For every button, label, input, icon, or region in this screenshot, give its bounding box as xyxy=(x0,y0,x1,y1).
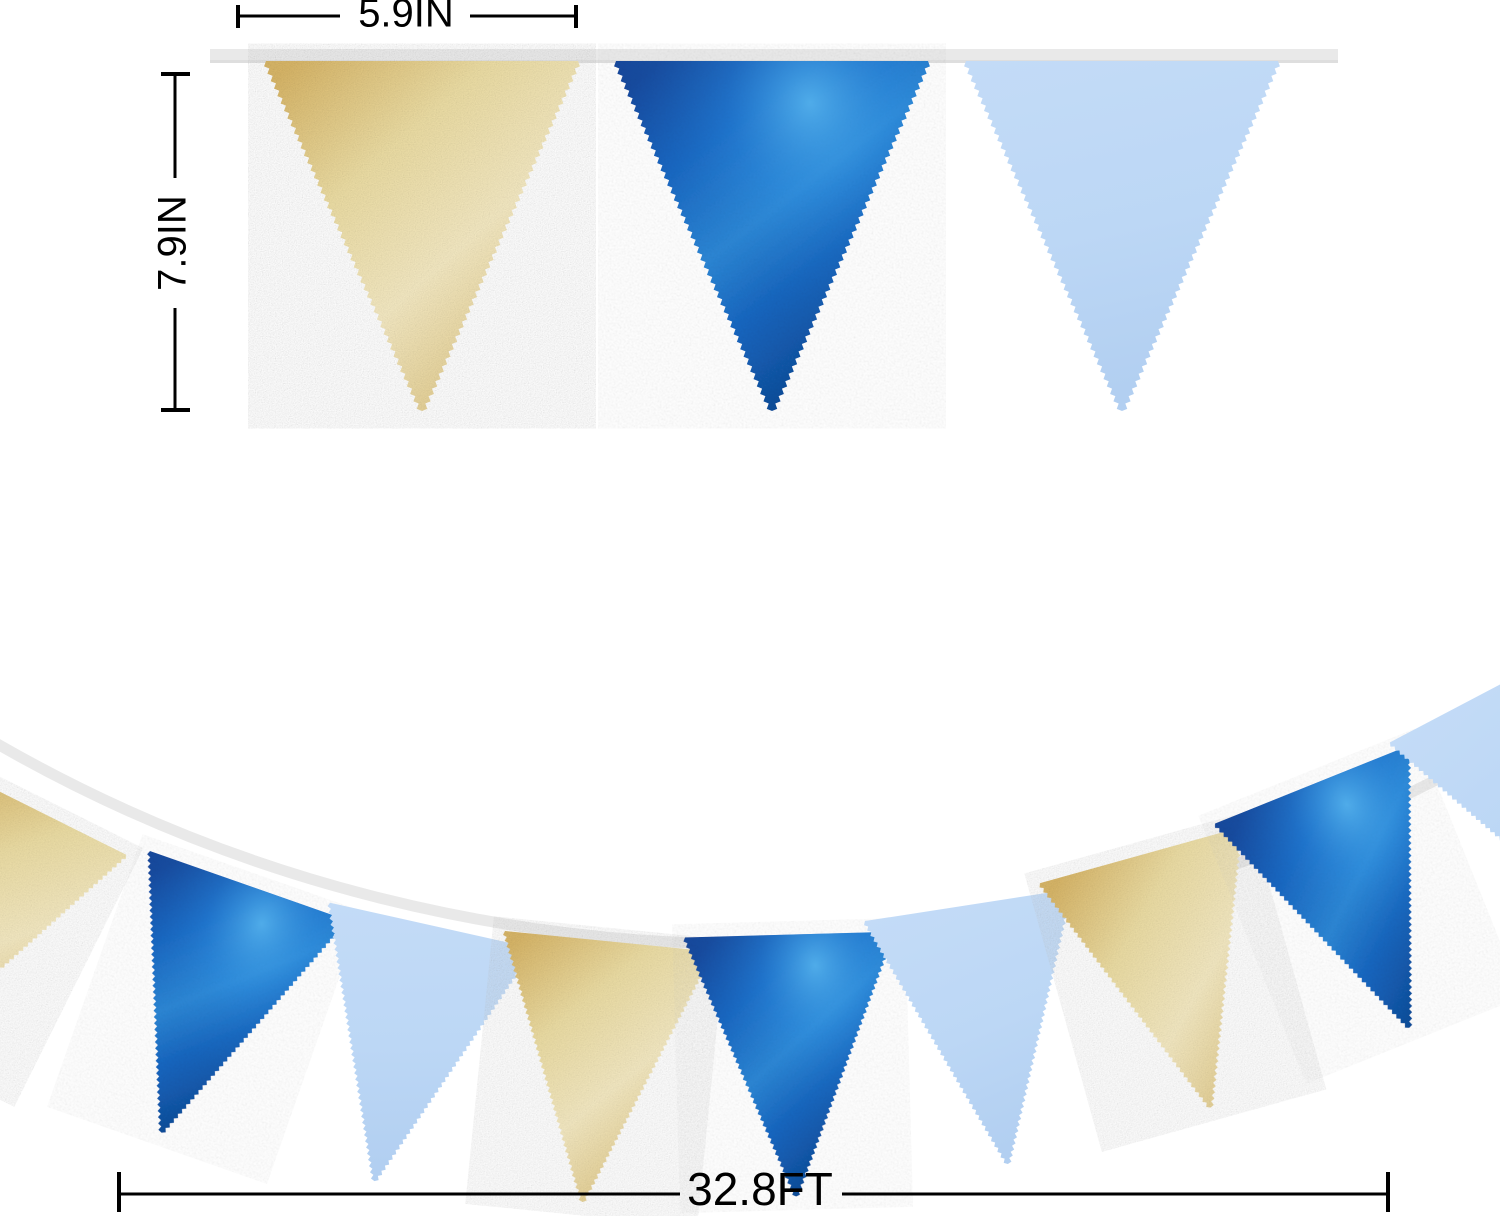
pennant-body xyxy=(503,930,714,1202)
pennant-body xyxy=(264,61,580,411)
dimension-height-79in: 7.9IN xyxy=(151,72,195,412)
pennant-gold-top1 xyxy=(264,61,580,411)
pennant-sheen xyxy=(1215,745,1413,1028)
pennant-body xyxy=(327,902,534,1182)
garland-group xyxy=(0,645,1500,1202)
pennant-sheen xyxy=(614,61,930,411)
pennant-gold-garland4 xyxy=(503,930,714,1202)
pennant-body xyxy=(964,61,1280,411)
pennant-body xyxy=(1039,827,1244,1108)
pennant-lightblue-garland9 xyxy=(1390,645,1500,927)
pennant-lightblue-garland6 xyxy=(864,889,1073,1165)
dimension-width-59in: 5.9IN xyxy=(236,0,578,36)
pennant-royalblue-garland2 xyxy=(147,851,347,1133)
dimension-label-height: 7.9IN xyxy=(151,195,195,291)
pennant-sheen xyxy=(683,931,895,1197)
hanging-string xyxy=(210,49,1338,62)
top-row-pennants xyxy=(264,61,1280,411)
pennant-gold-garland1 xyxy=(0,761,127,1043)
pennant-body xyxy=(0,761,127,1043)
dimension-length-328ft: 32.8FT xyxy=(117,1163,1390,1215)
pennant-royalblue-garland5 xyxy=(683,931,895,1197)
pennant-body xyxy=(1390,645,1500,927)
pennant-lightblue-garland3 xyxy=(327,902,534,1182)
pennant-royalblue-top2 xyxy=(614,61,930,411)
pennant-royalblue-garland8 xyxy=(1215,745,1413,1028)
pennant-sheen xyxy=(147,851,347,1133)
dimension-label-width: 5.9IN xyxy=(358,0,454,36)
dimension-label-length: 32.8FT xyxy=(687,1163,833,1215)
pennant-lightblue-top3 xyxy=(964,61,1280,411)
pennant-gold-garland7 xyxy=(1039,827,1244,1108)
top-pennant-row xyxy=(210,49,1338,63)
pennant-body xyxy=(864,889,1073,1165)
